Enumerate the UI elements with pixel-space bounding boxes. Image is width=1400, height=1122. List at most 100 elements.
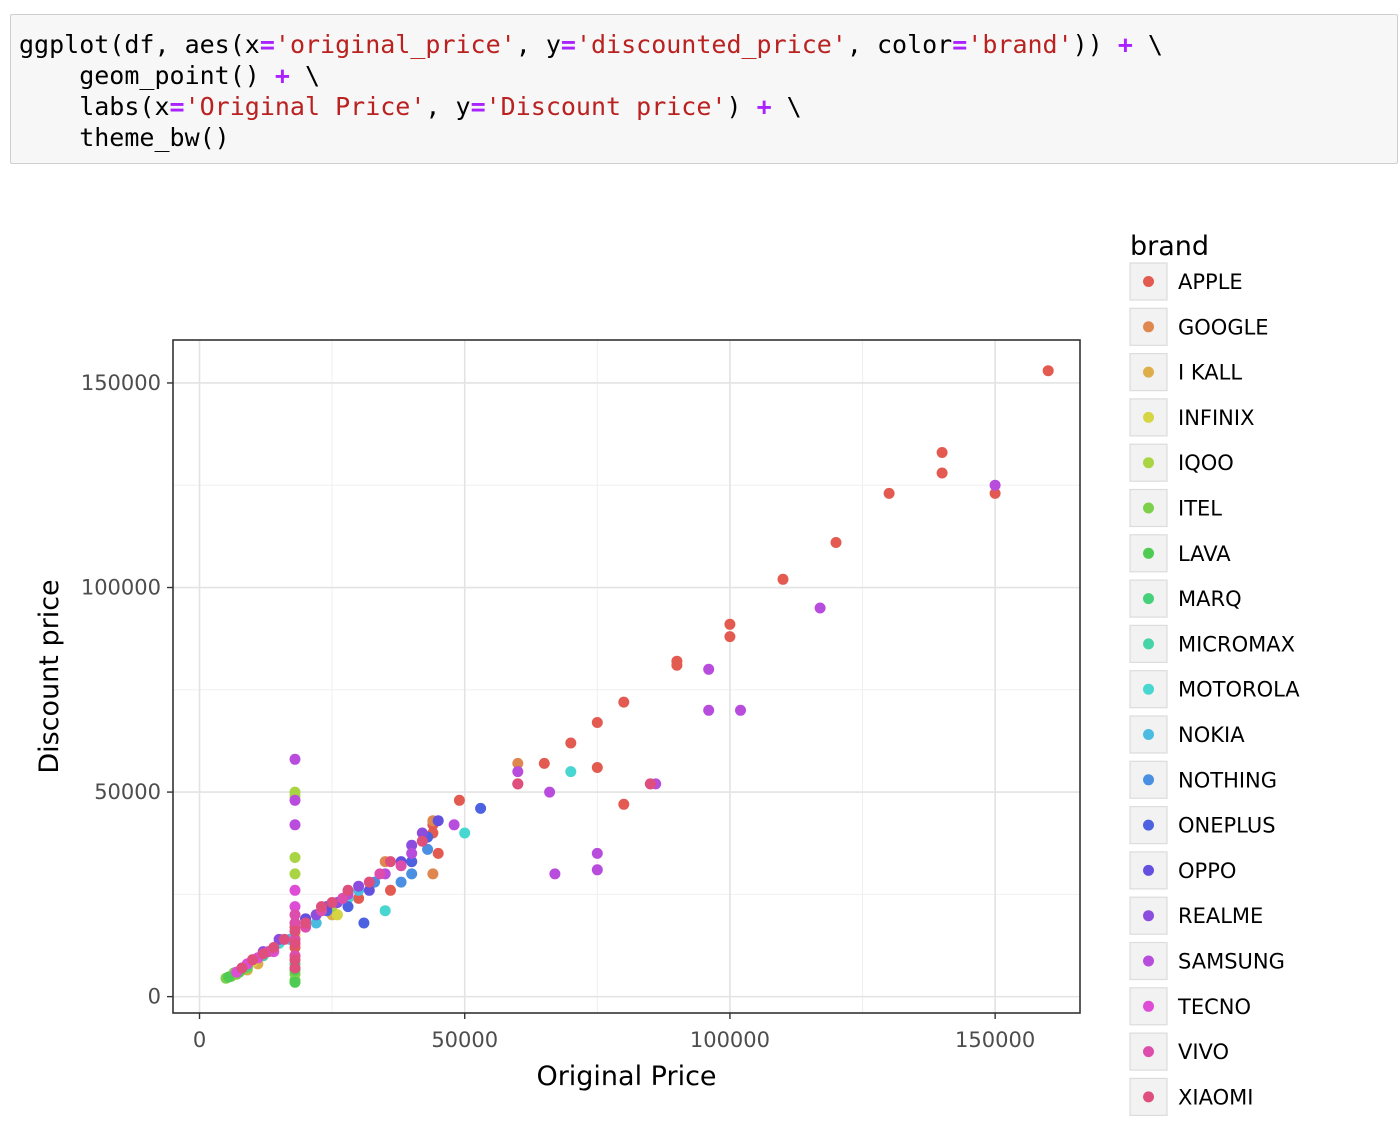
legend-swatch — [1143, 321, 1154, 333]
data-point — [289, 909, 301, 921]
data-point — [268, 942, 280, 953]
code-token: 'Original Price' — [184, 92, 426, 121]
y-tick-label: 50000 — [94, 780, 161, 804]
legend-entry: I KALL — [1129, 353, 1242, 392]
data-point — [289, 794, 301, 806]
legend-swatch — [1143, 638, 1154, 650]
legend-entry: SAMSUNG — [1129, 941, 1285, 981]
legend-entry: IQOO — [1129, 443, 1234, 482]
data-point — [363, 876, 375, 888]
legend-label: MOTOROLA — [1178, 678, 1300, 702]
data-point — [278, 933, 290, 945]
plot-panel — [173, 340, 1080, 1013]
data-point — [591, 864, 603, 876]
y-tick-label: 150000 — [81, 371, 161, 395]
legend-key — [1129, 896, 1168, 935]
legend-label: LAVA — [1178, 542, 1231, 566]
code-token: ) — [726, 92, 757, 121]
code-token: \ — [771, 92, 802, 121]
data-point — [724, 618, 736, 630]
legend-swatch — [1143, 683, 1154, 695]
x-axis-label: Original Price — [536, 1061, 716, 1092]
legend-entry: GOOGLE — [1129, 307, 1269, 346]
data-point — [223, 971, 235, 983]
data-point — [385, 856, 396, 868]
data-point — [883, 487, 895, 499]
code-cell[interactable]: ggplot(df, aes(x='original_price', y='di… — [10, 14, 1398, 164]
legend-label: GOOGLE — [1178, 315, 1269, 339]
legend-swatch — [1143, 819, 1154, 831]
data-point — [316, 901, 327, 913]
data-point — [331, 909, 343, 921]
legend-swatch — [1143, 864, 1154, 876]
legend-entry: MARQ — [1129, 579, 1242, 618]
data-point — [936, 467, 948, 479]
legend-swatch — [1143, 1000, 1154, 1012]
legend-entry: TECNO — [1129, 987, 1251, 1026]
code-token: labs(x — [19, 92, 170, 121]
data-point — [289, 901, 301, 913]
data-point — [989, 487, 1001, 499]
code-line: labs(x='Original Price', y='Discount pri… — [19, 91, 1397, 122]
data-point — [512, 757, 524, 769]
data-point — [814, 602, 826, 614]
data-point — [671, 659, 683, 671]
code-token: \ — [289, 61, 321, 90]
legend-entry: VIVO — [1129, 1032, 1229, 1071]
code-token: 'Discount price' — [485, 92, 727, 121]
y-tick-label: 0 — [148, 985, 161, 1009]
data-point — [406, 847, 418, 859]
data-point — [326, 897, 338, 908]
legend-label: NOKIA — [1178, 723, 1245, 747]
data-point — [289, 976, 301, 988]
data-point — [475, 802, 487, 814]
data-point — [565, 766, 577, 778]
data-point — [735, 704, 746, 716]
data-point — [289, 868, 301, 880]
legend-label: ONEPLUS — [1178, 814, 1276, 838]
data-point — [618, 798, 630, 810]
data-point — [358, 917, 370, 929]
legend-label: XIAOMI — [1178, 1085, 1253, 1109]
x-tick-label: 50000 — [431, 1028, 498, 1052]
legend-label: MICROMAX — [1178, 632, 1295, 656]
legend-label: OPPO — [1178, 859, 1236, 883]
data-point — [453, 794, 465, 806]
legend-label: I KALL — [1178, 361, 1242, 385]
data-point — [644, 778, 656, 790]
data-point — [289, 819, 301, 831]
data-point — [289, 962, 301, 974]
legend-swatch — [1143, 547, 1154, 559]
data-point — [512, 778, 524, 790]
data-point — [385, 884, 396, 896]
legend-entry: NOTHING — [1129, 760, 1277, 799]
code-token: = — [560, 30, 576, 59]
code-token: + — [756, 92, 772, 121]
x-tick-label: 100000 — [690, 1028, 770, 1052]
legend-swatch — [1143, 1091, 1154, 1103]
data-point — [989, 479, 1001, 491]
scatter-plot: 0 50000 100000 150000 0 50000 100000 150000 Orig… — [34, 231, 1300, 1117]
code-token: + — [274, 61, 290, 90]
code-token: , y — [515, 30, 561, 59]
data-point — [247, 954, 259, 966]
code-line: ggplot(df, aes(x='original_price', y='di… — [19, 29, 1397, 60]
legend-entry: APPLE — [1129, 262, 1243, 301]
data-point — [395, 860, 407, 872]
y-tick-label: 100000 — [81, 576, 161, 600]
legend-swatch — [1143, 502, 1154, 514]
legend-swatch — [1143, 457, 1154, 469]
legend-entry: XIAOMI — [1129, 1077, 1253, 1117]
legend-swatch — [1143, 276, 1154, 287]
data-point — [703, 663, 715, 675]
legend-label: NOTHING — [1178, 768, 1277, 792]
code-token: + — [1117, 30, 1133, 59]
code-token: = — [169, 92, 185, 121]
legend-entry: MICROMAX — [1129, 624, 1295, 663]
data-point — [289, 937, 301, 949]
data-point — [416, 835, 428, 847]
code-token: = — [952, 30, 968, 59]
legend-swatch — [1143, 774, 1154, 786]
legend-label: ITEL — [1178, 497, 1222, 521]
code-token: , color — [846, 30, 953, 59]
